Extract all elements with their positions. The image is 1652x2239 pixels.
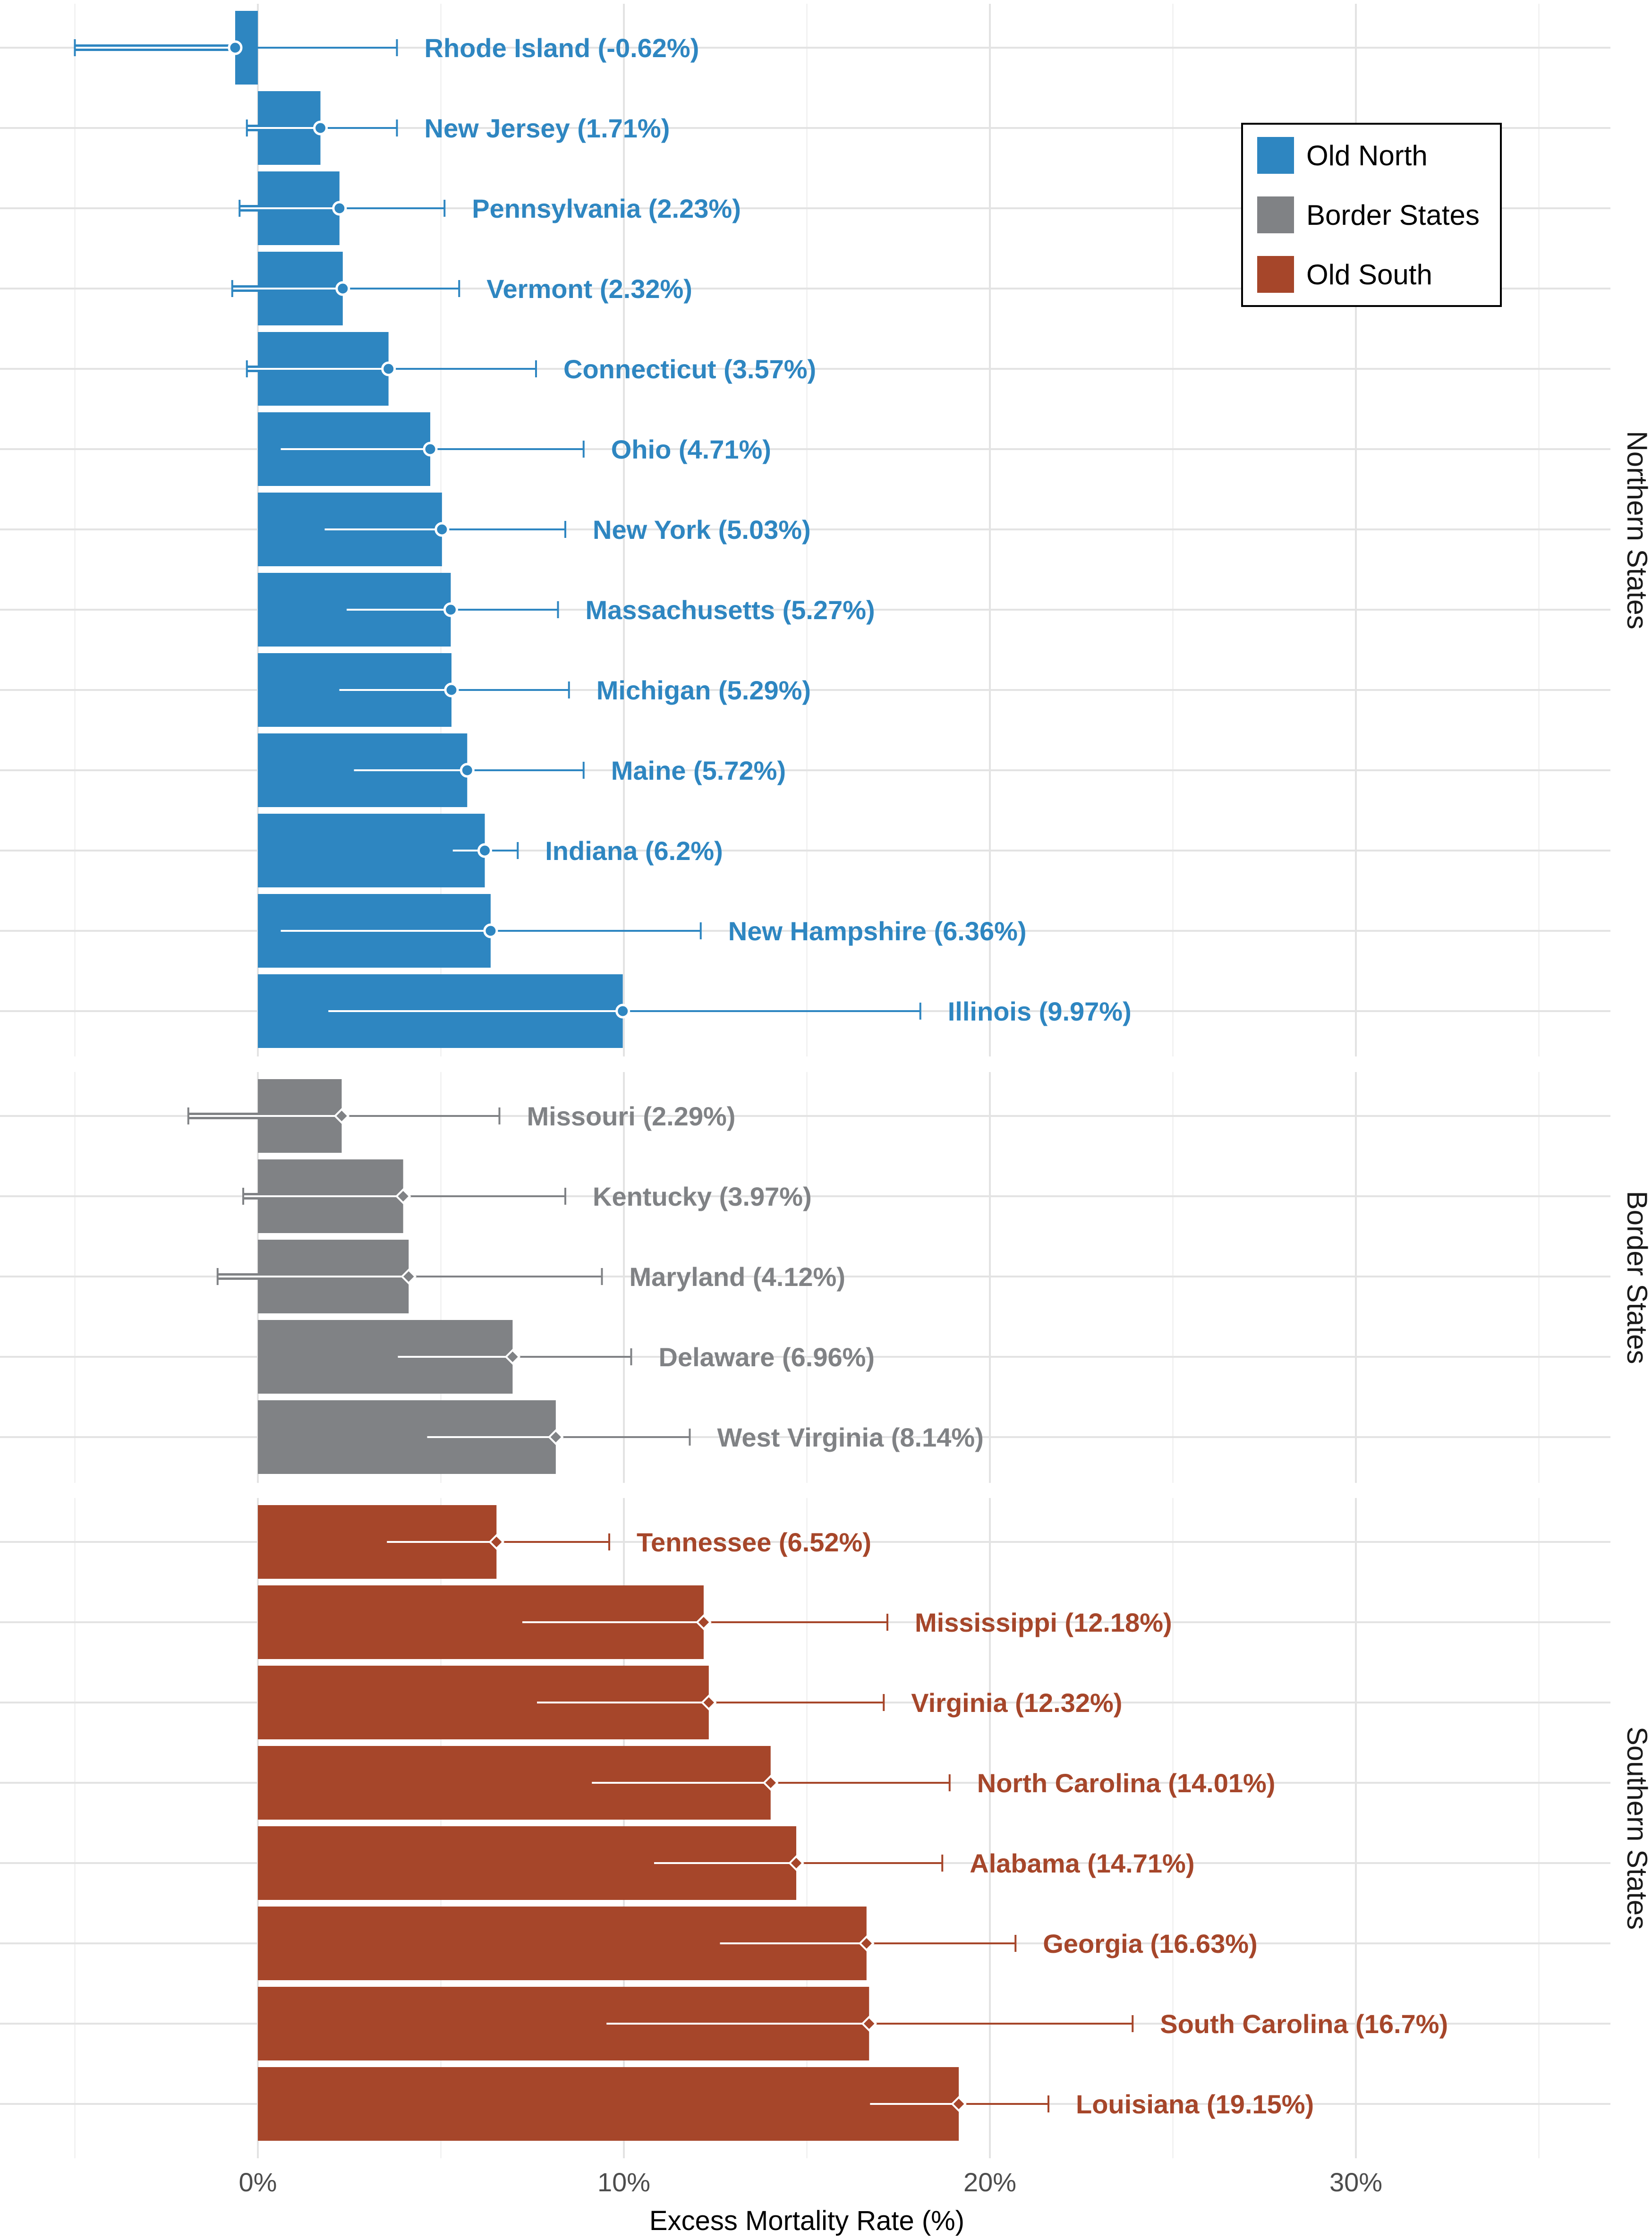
legend-label-north: Old North xyxy=(1306,140,1428,171)
x-tick-label: 30% xyxy=(1329,2167,1382,2197)
bar-label: Mississippi (12.18%) xyxy=(915,1608,1172,1637)
bar-label: North Carolina (14.01%) xyxy=(977,1768,1276,1798)
bar-label: Kentucky (3.97%) xyxy=(593,1182,812,1211)
bar-indiana xyxy=(258,814,485,887)
legend: Old North Border States Old South xyxy=(1241,123,1502,307)
legend-label-south: Old South xyxy=(1306,259,1432,290)
x-tick-label: 0% xyxy=(239,2167,277,2197)
point-estimate-marker xyxy=(333,1108,350,1124)
bar-louisiana xyxy=(258,2067,959,2141)
strip-label: Northern States xyxy=(1621,431,1652,629)
bar-label: Ohio (4.71%) xyxy=(611,434,771,464)
x-tick-label: 20% xyxy=(963,2167,1016,2197)
point-estimate-marker xyxy=(951,2096,967,2112)
bar-label: New Hampshire (6.36%) xyxy=(728,916,1027,946)
bar-label: Tennessee (6.52%) xyxy=(637,1527,871,1557)
bar-label: Alabama (14.71%) xyxy=(970,1848,1194,1878)
strip-label: Border States xyxy=(1621,1191,1652,1364)
bar-label: South Carolina (16.7%) xyxy=(1160,2009,1448,2039)
bar-label: Connecticut (3.57%) xyxy=(563,354,816,384)
bar-label: Delaware (6.96%) xyxy=(659,1342,875,1372)
point-estimate-marker xyxy=(861,2016,877,2032)
bars xyxy=(74,11,1134,2141)
legend-swatch-north xyxy=(1257,137,1294,174)
point-estimate-marker xyxy=(332,201,347,216)
bar-label: Virginia (12.32%) xyxy=(911,1688,1122,1718)
point-estimate-marker xyxy=(460,763,475,778)
point-estimate-marker xyxy=(504,1349,521,1365)
bar-label: Rhode Island (-0.62%) xyxy=(425,33,699,63)
point-estimate-marker xyxy=(423,442,438,457)
legend-swatch-south xyxy=(1257,256,1294,293)
point-estimate-marker xyxy=(381,361,396,376)
bar-label: Maryland (4.12%) xyxy=(630,1262,846,1292)
x-tick-label: 10% xyxy=(597,2167,650,2197)
point-estimate-marker xyxy=(548,1429,564,1445)
grid-lines xyxy=(0,4,1610,2158)
bar-label: New York (5.03%) xyxy=(593,515,811,545)
point-estimate-marker xyxy=(228,40,243,55)
x-axis: Excess Mortality Rate (%) 0% 10% 20% 30% xyxy=(239,2167,1383,2236)
point-estimate-marker xyxy=(443,602,458,617)
bar-label: Missouri (2.29%) xyxy=(527,1101,736,1131)
point-estimate-marker xyxy=(444,682,459,698)
point-estimate-marker xyxy=(696,1614,712,1630)
point-estimate-marker xyxy=(395,1188,411,1204)
point-estimate-marker xyxy=(615,1004,630,1019)
bar-label: West Virginia (8.14%) xyxy=(717,1422,984,1452)
point-estimate-marker xyxy=(488,1534,505,1550)
point-estimate-marker xyxy=(762,1775,779,1791)
legend-swatch-border xyxy=(1257,196,1294,233)
legend-label-border: Border States xyxy=(1306,199,1480,231)
bar-label: Maine (5.72%) xyxy=(611,756,786,785)
point-estimate-marker xyxy=(700,1694,717,1711)
bar-label: Georgia (16.63%) xyxy=(1043,1929,1257,1958)
bar-label: Louisiana (19.15%) xyxy=(1076,2089,1314,2119)
bar-labels: Rhode Island (-0.62%) New Jersey (1.71%) P… xyxy=(425,33,1448,2119)
bar-label: Vermont (2.32%) xyxy=(486,274,692,304)
strip-label: Southern States xyxy=(1621,1727,1652,1930)
point-estimate-marker xyxy=(858,1935,875,1951)
point-estimate-marker xyxy=(400,1268,417,1285)
point-estimate-marker xyxy=(788,1855,804,1871)
point-estimate-marker xyxy=(434,522,450,537)
point-estimate-marker xyxy=(313,120,328,136)
point-estimate-marker xyxy=(335,281,350,296)
bar-label: New Jersey (1.71%) xyxy=(425,113,670,143)
bar-label: Pennsylvania (2.23%) xyxy=(472,194,741,223)
bar-label: Indiana (6.2%) xyxy=(545,836,723,866)
bar-label: Massachusetts (5.27%) xyxy=(586,595,875,625)
bar-label: Illinois (9.97%) xyxy=(948,996,1132,1026)
x-axis-title: Excess Mortality Rate (%) xyxy=(649,2205,964,2236)
point-estimate-marker xyxy=(477,843,492,858)
panel-strip-labels: Northern States Border States Southern Sta… xyxy=(1621,431,1652,1930)
bar-label: Michigan (5.29%) xyxy=(596,675,811,705)
point-estimate-marker xyxy=(483,923,498,938)
